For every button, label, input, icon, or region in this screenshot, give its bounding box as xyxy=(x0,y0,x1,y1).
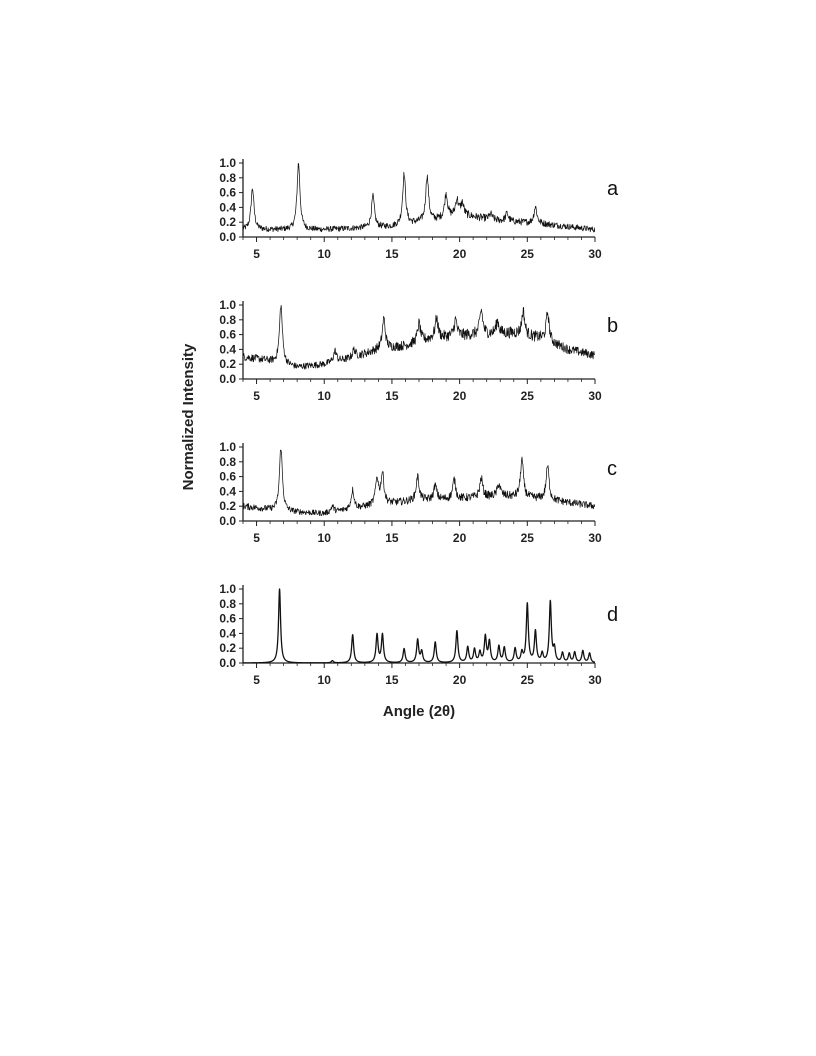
y-tick-label: 1.0 xyxy=(219,298,236,312)
y-tick-label: 0.8 xyxy=(219,171,236,185)
y-tick-label: 0.2 xyxy=(219,641,236,655)
series-line-d xyxy=(242,588,596,664)
panel-label-a: a xyxy=(607,178,619,200)
x-tick-label: 15 xyxy=(385,531,399,545)
x-tick-label: 10 xyxy=(318,389,332,403)
y-tick-label: 0.0 xyxy=(219,656,236,670)
x-tick-label: 30 xyxy=(588,673,602,687)
y-tick-label: 0.2 xyxy=(219,215,236,229)
series-line-a xyxy=(242,163,596,233)
x-tick-label: 5 xyxy=(253,531,260,545)
y-tick-label: 0.6 xyxy=(219,612,236,626)
y-tick-label: 0.8 xyxy=(219,455,236,469)
panel-label-c: c xyxy=(607,458,617,480)
y-tick-label: 1.0 xyxy=(219,440,236,454)
x-tick-label: 5 xyxy=(253,673,260,687)
x-tick-label: 25 xyxy=(521,531,535,545)
y-tick-label: 1.0 xyxy=(219,582,236,596)
x-tick-label: 30 xyxy=(588,247,602,261)
x-tick-label: 15 xyxy=(385,247,399,261)
x-tick-label: 20 xyxy=(453,247,467,261)
x-tick-label: 25 xyxy=(521,389,535,403)
panel-b: 0.00.20.40.60.81.0 5 10 15 20 25 30 b xyxy=(219,298,618,403)
x-tick-label: 10 xyxy=(318,247,332,261)
x-tick-label: 30 xyxy=(588,389,602,403)
y-tick-label: 0.4 xyxy=(219,484,236,498)
panel-d: 0.00.20.40.60.81.0 5 10 15 20 25 30 d xyxy=(219,582,618,687)
series-line-c xyxy=(242,449,596,517)
x-tick-label: 25 xyxy=(521,247,535,261)
panel-label-b: b xyxy=(607,315,618,337)
y-tick-label: 0.2 xyxy=(219,499,236,513)
x-tick-label: 20 xyxy=(453,389,467,403)
panel-a: 0.00.20.40.60.81.0 5 10 15 20 25 30 a xyxy=(219,156,619,261)
y-axis-title: Normalized Intensity xyxy=(180,343,197,490)
y-tick-label: 0.2 xyxy=(219,357,236,371)
x-tick-label: 5 xyxy=(253,389,260,403)
y-tick-label: 0.6 xyxy=(219,186,236,200)
panels-group: 0.00.20.40.60.81.05 10 15 20 25 30a0.00.20.40… xyxy=(219,156,619,687)
x-tick-label: 20 xyxy=(453,531,467,545)
x-tick-label: 5 xyxy=(253,247,260,261)
x-axis-title: Angle (2θ) xyxy=(383,703,455,720)
y-tick-label: 1.0 xyxy=(219,156,236,170)
panel-label-d: d xyxy=(607,604,618,626)
x-tick-label: 30 xyxy=(588,531,602,545)
x-tick-label: 15 xyxy=(385,673,399,687)
y-tick-label: 0.8 xyxy=(219,313,236,327)
y-tick-label: 0.0 xyxy=(219,230,236,244)
y-tick-label: 0.6 xyxy=(219,328,236,342)
x-tick-label: 10 xyxy=(318,673,332,687)
series-line-b xyxy=(242,304,596,370)
y-tick-label: 0.4 xyxy=(219,342,236,356)
y-tick-label: 0.0 xyxy=(219,372,236,386)
y-tick-label: 0.0 xyxy=(219,514,236,528)
y-tick-label: 0.4 xyxy=(219,200,236,214)
y-tick-label: 0.8 xyxy=(219,597,236,611)
x-tick-label: 15 xyxy=(385,389,399,403)
y-tick-label: 0.6 xyxy=(219,470,236,484)
x-tick-label: 10 xyxy=(318,531,332,545)
x-tick-label: 25 xyxy=(521,673,535,687)
panel-c: 0.00.20.40.60.81.0 5 10 15 20 25 30 c xyxy=(219,440,617,545)
x-tick-label: 20 xyxy=(453,673,467,687)
y-tick-label: 0.4 xyxy=(219,626,236,640)
